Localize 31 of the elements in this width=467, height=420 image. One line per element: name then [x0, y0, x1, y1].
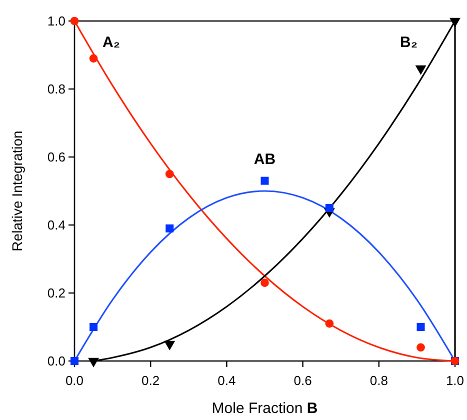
x-tick-label: 0.4: [218, 373, 236, 388]
point: [325, 319, 334, 328]
point: [416, 323, 425, 331]
x-tick-label: 1.0: [446, 373, 464, 388]
series-label: AB: [254, 150, 276, 168]
point: [165, 170, 174, 178]
point: [325, 204, 334, 212]
y-tick-label: 1.0: [47, 14, 66, 29]
x-tick-label: 0.2: [142, 373, 160, 388]
point: [164, 340, 176, 350]
point: [88, 358, 100, 368]
series-label: B₂: [400, 34, 418, 51]
y-tick-label: 0.4: [47, 218, 66, 233]
point: [260, 278, 269, 287]
y-tick-label: 0.6: [47, 150, 66, 165]
point: [450, 18, 460, 28]
point: [415, 65, 426, 75]
point: [166, 224, 174, 232]
x-tick-label: 0.0: [65, 373, 84, 388]
point: [89, 54, 98, 63]
y-tick-label: 0.2: [47, 286, 66, 301]
point: [416, 343, 425, 352]
y-tick-label: 0.0: [47, 354, 66, 369]
x-tick-label: 0.6: [294, 373, 312, 388]
point: [260, 176, 269, 185]
series-label: A₂: [102, 34, 120, 51]
x-tick-label: 0.8: [370, 373, 388, 388]
y-axis-title: Relative Integration: [9, 130, 25, 252]
y-tick-label: 0.8: [47, 82, 66, 97]
point: [90, 323, 98, 331]
x-axis-title: Mole Fraction B: [212, 400, 318, 417]
